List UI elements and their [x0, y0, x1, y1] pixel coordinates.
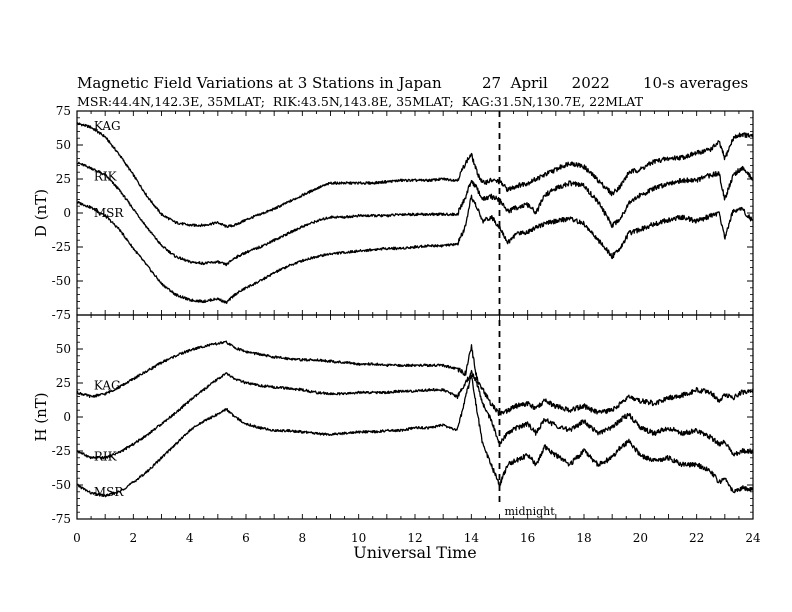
- d-ytick-label: -50: [52, 274, 71, 288]
- h-series-msr-line: [76, 374, 754, 498]
- x-tick-label: 18: [576, 531, 591, 545]
- h-series-msr-label: MSR: [94, 485, 125, 499]
- d-ytick-label: 50: [56, 138, 71, 152]
- chart-averaging: 10-s averages: [643, 74, 748, 92]
- d-series-msr-line: [76, 194, 754, 305]
- x-tick-label: 22: [689, 531, 704, 545]
- x-tick-label: 12: [407, 531, 422, 545]
- x-tick-label: 4: [186, 531, 194, 545]
- h-panel-ylabel: H (nT): [32, 392, 50, 441]
- h-series-rik-label: RIK: [94, 449, 118, 463]
- d-series-rik-label: RIK: [94, 169, 118, 183]
- h-ytick-label: 25: [56, 376, 71, 390]
- chart-marks: 75 50 25 0 -25 -50 -75 KAG RIK MSR 50 25 0 -25 -50 -75 K…: [52, 104, 761, 545]
- chart-subtitle: MSR:44.4N,142.3E, 35MLAT; RIK:43.5N,143.…: [77, 95, 643, 109]
- x-tick-label: 20: [633, 531, 648, 545]
- x-tick-label: 16: [520, 531, 535, 545]
- chart-date: 27 April 2022: [482, 74, 610, 92]
- chart-title: Magnetic Field Variations at 3 Stations …: [77, 74, 442, 92]
- x-tick-label: 0: [73, 531, 81, 545]
- x-tick-label: 24: [745, 531, 761, 545]
- d-series-msr-label: MSR: [94, 206, 125, 220]
- d-series-kag-line: [76, 122, 754, 229]
- h-ytick-label: 50: [56, 342, 71, 356]
- x-tick-label: 8: [299, 531, 307, 545]
- d-ytick-label: -75: [52, 308, 71, 322]
- d-series-kag-label: KAG: [94, 119, 121, 133]
- x-axis-label: Universal Time: [353, 543, 476, 562]
- d-panel-frame: [76, 110, 754, 316]
- h-ytick-label: 0: [63, 410, 71, 424]
- x-tick-label: 2: [130, 531, 138, 545]
- h-ytick-label: -25: [52, 444, 71, 458]
- x-tick-label: 6: [242, 531, 250, 545]
- x-tick-label: 10: [351, 531, 366, 545]
- d-ytick-label: 25: [56, 172, 71, 186]
- h-ytick-label: -50: [52, 478, 71, 492]
- x-tick-label: 14: [464, 531, 480, 545]
- h-panel-frame: [76, 314, 754, 520]
- d-panel-ylabel: D (nT): [32, 189, 50, 237]
- d-series-rik-line: [76, 161, 754, 267]
- h-series-kag-line: [76, 340, 754, 417]
- h-series-rik-line: [76, 369, 754, 460]
- h-ytick-label: -75: [52, 512, 71, 526]
- d-ytick-label: 0: [63, 206, 71, 220]
- d-ytick-label: 75: [56, 104, 71, 118]
- d-ytick-label: -25: [52, 240, 71, 254]
- midnight-label: midnight: [505, 505, 556, 518]
- h-series-kag-label: KAG: [94, 379, 121, 393]
